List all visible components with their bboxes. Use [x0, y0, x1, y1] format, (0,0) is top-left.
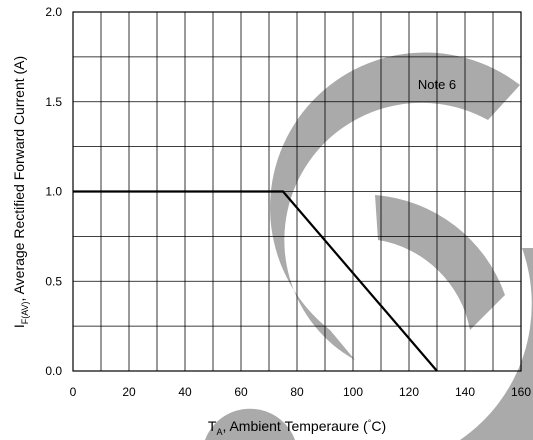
watermark-logo: [205, 52, 533, 440]
y-tick-label: 1.0: [45, 185, 62, 199]
x-tick-label: 40: [178, 385, 192, 399]
x-tick-label: 20: [122, 385, 136, 399]
x-tick-label: 140: [455, 385, 475, 399]
x-tick-label: 100: [343, 385, 363, 399]
series-group: [73, 190, 438, 372]
grid: [72, 11, 522, 372]
series-line-0: [73, 190, 438, 372]
y-tick-labels: 0.0 0.5 1.0 1.5 2.0: [45, 5, 62, 378]
x-tick-label: 120: [399, 385, 419, 399]
x-tick-label: 60: [234, 385, 248, 399]
x-tick-labels: 0 20 40 60 80 100 120 140 160: [70, 385, 532, 399]
y-tick-label: 0.5: [45, 274, 62, 288]
watermark-arc-right: [375, 195, 505, 330]
x-tick-label: 160: [511, 385, 531, 399]
y-tick-label: 0.0: [45, 364, 62, 378]
y-axis-label: IF(AV), Average Rectified Forward Curren…: [11, 56, 30, 328]
watermark-arc-edge: [460, 248, 533, 440]
x-tick-label: 80: [290, 385, 304, 399]
x-axis-label: TA, Ambient Temperaure (°C): [208, 418, 386, 437]
y-tick-label: 1.5: [45, 95, 62, 109]
y-tick-label: 2.0: [45, 5, 62, 19]
watermark-arc-bottom: [205, 408, 295, 440]
watermark-arc-upper: [270, 52, 520, 361]
annotation-note: Note 6: [418, 77, 456, 92]
x-tick-label: 0: [70, 385, 77, 399]
